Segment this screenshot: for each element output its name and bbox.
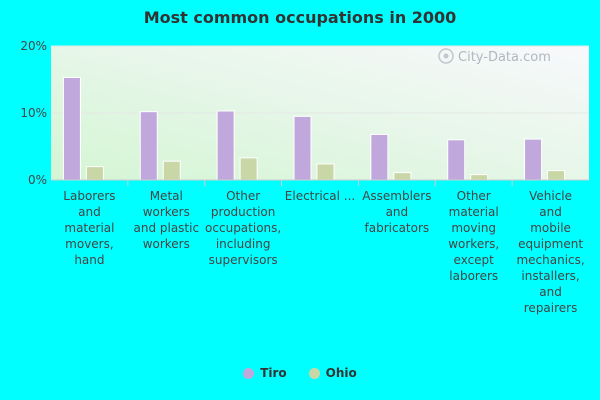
category-label: Vehicle and mobile equipment mechanics, insta…: [516, 189, 584, 315]
bar-ohio: [316, 163, 335, 181]
bar-ohio: [470, 174, 489, 181]
bar-ohio: [547, 170, 566, 181]
bar-ohio: [85, 166, 104, 181]
bar-tiro: [139, 111, 158, 181]
category-label: Electrical ...: [285, 189, 355, 203]
bar-ohio: [239, 157, 258, 181]
y-tick-label: 10%: [20, 106, 47, 120]
bar-tiro: [293, 115, 312, 181]
legend-label-ohio: Ohio: [325, 366, 357, 380]
bar-ohio: [162, 160, 181, 181]
legend-label-tiro: Tiro: [260, 366, 287, 380]
category-label: Other production occupations, including supe…: [205, 189, 281, 267]
bar-tiro: [447, 139, 466, 181]
legend-swatch-tiro: [243, 367, 255, 379]
category-label: Laborers and material movers, hand: [63, 189, 115, 267]
legend-swatch-ohio: [308, 367, 320, 379]
bar-ohio: [393, 172, 412, 181]
legend-item-ohio: Ohio: [308, 366, 357, 380]
y-tick-label: 0%: [28, 173, 47, 187]
watermark-text: City-Data.com: [458, 50, 551, 65]
bar-tiro: [524, 138, 543, 181]
chart-title: Most common occupations in 2000: [143, 8, 457, 27]
bar-tiro: [62, 76, 81, 181]
y-tick-label: 20%: [20, 39, 47, 53]
bar-tiro: [370, 133, 389, 181]
category-label: Assemblers and fabricators: [362, 189, 431, 235]
category-label: Metal workers and plastic workers: [133, 189, 199, 251]
legend: Tiro Ohio: [0, 366, 600, 380]
bar-tiro: [216, 110, 235, 181]
legend-item-tiro: Tiro: [243, 366, 287, 380]
category-label: Other material moving workers, except laborer…: [448, 189, 499, 283]
watermark: City-Data.com: [438, 48, 551, 65]
